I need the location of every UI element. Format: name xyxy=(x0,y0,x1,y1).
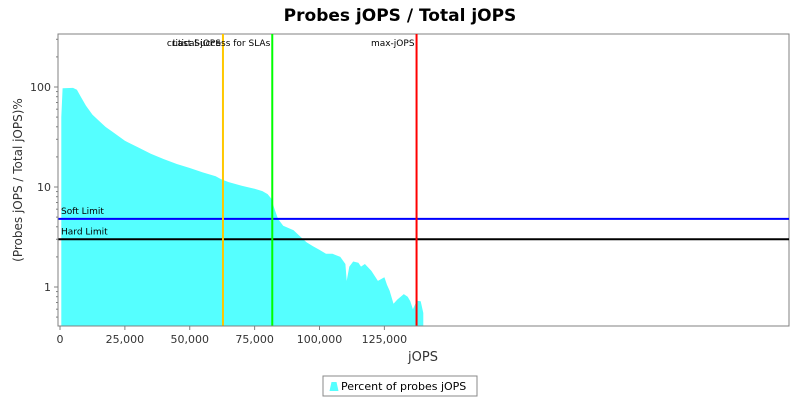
chart-title: Probes jOPS / Total jOPS xyxy=(284,6,517,26)
x-tick-label: 125,000 xyxy=(362,333,408,346)
x-tick-label: 100,000 xyxy=(297,333,343,346)
limit-label: Hard Limit xyxy=(61,227,108,237)
marker-label: Last Success for SLAs xyxy=(173,39,271,49)
marker-label: max-jOPS xyxy=(371,39,415,49)
x-tick-label: 50,000 xyxy=(171,333,210,346)
legend-entry-label: Percent of probes jOPS xyxy=(341,380,466,393)
y-axis-label: (Probes jOPS / Total jOPS)% xyxy=(11,98,25,262)
limit-label: Soft Limit xyxy=(61,207,104,217)
y-tick-label: 100 xyxy=(30,81,51,94)
x-tick-label: 25,000 xyxy=(106,333,145,346)
y-tick-label: 1 xyxy=(44,281,51,294)
x-tick-label: 0 xyxy=(57,333,64,346)
legend: Percent of probes jOPS xyxy=(323,376,477,396)
x-axis-label: jOPS xyxy=(407,350,438,365)
x-tick-label: 75,000 xyxy=(235,333,274,346)
y-tick-label: 10 xyxy=(37,181,51,194)
